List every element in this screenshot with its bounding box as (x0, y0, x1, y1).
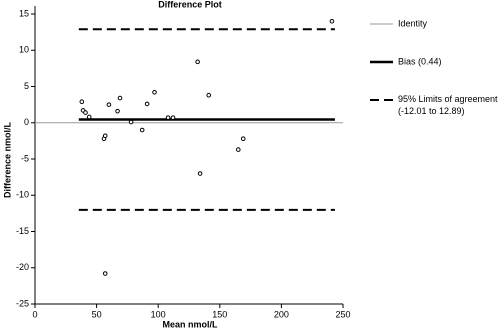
y-tick-label: -20 (16, 262, 29, 272)
point (240, 136, 246, 141)
y-tick-label: -10 (16, 190, 29, 200)
point (152, 90, 157, 95)
x-axis-label: Mean nmol/L (162, 319, 218, 329)
point (102, 133, 108, 139)
x-tick-label: 200 (274, 309, 289, 319)
point (117, 95, 123, 101)
y-tick-label: 10 (19, 45, 29, 55)
legend-label: Identity (398, 18, 428, 28)
point (144, 101, 150, 107)
point (195, 59, 200, 65)
point (86, 114, 92, 120)
point (165, 115, 171, 120)
y-axis-label: Difference nmol/L (2, 121, 12, 198)
point (115, 108, 120, 114)
point (235, 147, 241, 152)
point (83, 110, 88, 115)
x-tick-label: 50 (92, 309, 102, 319)
x-tick-label: 100 (151, 309, 166, 319)
legend-line: 95% Limits of agreement (398, 94, 498, 104)
x-tick-label: 0 (32, 309, 37, 319)
point (102, 271, 108, 276)
point (106, 102, 112, 107)
legend-line: (-12.01 to 12.89) (398, 106, 465, 116)
point (139, 127, 145, 133)
point (206, 92, 212, 98)
point (128, 119, 134, 125)
point (170, 115, 176, 120)
legend-label: Bias (0.44) (398, 56, 442, 66)
point (197, 171, 203, 176)
y-tick-label: 0 (24, 117, 29, 127)
point (329, 18, 335, 24)
y-tick-label: -25 (16, 298, 29, 308)
y-tick-label: -15 (16, 226, 29, 236)
chart-title: Difference Plot (158, 0, 222, 9)
y-tick-label: 15 (19, 8, 29, 18)
x-tick-label: 150 (212, 309, 227, 319)
y-tick-label: 5 (24, 81, 29, 91)
legend-label: 95% Limits of agreement (-12.01 to 12.89) (398, 94, 498, 116)
x-tick-label: 250 (335, 309, 350, 319)
y-tick-label: -5 (21, 153, 29, 163)
point (79, 99, 85, 105)
